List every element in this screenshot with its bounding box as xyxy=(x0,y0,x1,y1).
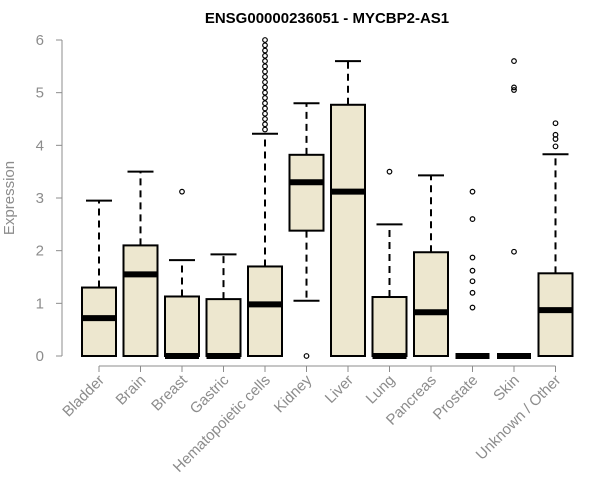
box-body xyxy=(122,244,159,357)
y-tick-label: 5 xyxy=(36,85,44,102)
box-body xyxy=(537,272,574,357)
box-body xyxy=(205,298,242,357)
outlier-point xyxy=(262,63,268,70)
box-series xyxy=(81,37,574,359)
box-group xyxy=(205,253,242,359)
box-group xyxy=(122,170,159,357)
box-body xyxy=(330,103,366,357)
box-body xyxy=(288,153,325,232)
box-body xyxy=(164,295,200,357)
outlier-point xyxy=(552,143,559,150)
outlier-point xyxy=(262,89,268,96)
x-tick-label: Kidney xyxy=(271,371,316,416)
chart-title: ENSG00000236051 - MYCBP2-AS1 xyxy=(205,10,449,27)
box-group xyxy=(371,168,408,359)
outlier-point xyxy=(386,168,393,175)
outlier-point xyxy=(262,58,268,64)
box-group xyxy=(413,174,449,358)
outlier-point xyxy=(552,131,559,138)
outlier-point xyxy=(303,353,310,359)
outlier-point xyxy=(262,42,268,49)
outlier-point xyxy=(262,95,268,101)
outlier-point xyxy=(262,105,268,112)
box-group xyxy=(247,37,283,358)
outlier-point xyxy=(552,120,559,127)
outlier-point xyxy=(262,100,268,107)
outlier-point xyxy=(262,52,268,59)
outlier-point xyxy=(262,84,268,91)
box-group xyxy=(164,188,200,359)
outlier-point xyxy=(511,58,517,64)
box-body xyxy=(413,251,449,358)
x-tick-label: Liver xyxy=(322,372,357,407)
x-tick-label: Breast xyxy=(148,371,191,414)
outlier-point xyxy=(469,304,476,311)
box-group xyxy=(537,120,574,357)
outlier-point xyxy=(511,248,517,255)
x-tick-label: Prostate xyxy=(430,372,482,424)
x-tick-label: Brain xyxy=(113,372,150,409)
outlier-point xyxy=(262,116,268,122)
outlier-point xyxy=(262,121,268,128)
outlier-point xyxy=(469,188,476,195)
box-group xyxy=(497,58,531,359)
y-tick-label: 2 xyxy=(36,243,44,260)
outlier-point xyxy=(511,84,517,91)
box-group xyxy=(81,199,117,357)
box-body xyxy=(247,265,283,358)
outlier-point xyxy=(262,47,268,54)
x-tick-label: Lung xyxy=(363,372,399,408)
outlier-point xyxy=(262,126,268,133)
outlier-point xyxy=(262,37,268,43)
box-group xyxy=(455,188,490,359)
box-group xyxy=(330,60,366,357)
y-tick-label: 6 xyxy=(36,32,44,49)
outlier-point xyxy=(469,254,476,261)
x-tick-label: Skin xyxy=(490,372,523,405)
outlier-point xyxy=(179,188,185,195)
outlier-point xyxy=(469,267,476,274)
outlier-point xyxy=(511,87,517,93)
outlier-point xyxy=(262,68,268,75)
y-tick-label: 4 xyxy=(36,137,44,154)
y-tick-label: 1 xyxy=(36,295,44,312)
outlier-point xyxy=(262,110,268,117)
box-body xyxy=(371,296,408,358)
box-group xyxy=(288,102,325,359)
outlier-point xyxy=(469,278,476,285)
outlier-point xyxy=(469,289,476,296)
outlier-point xyxy=(262,73,268,80)
x-tick-label: Bladder xyxy=(59,372,108,421)
box-body xyxy=(81,286,117,357)
y-tick-label: 0 xyxy=(36,348,44,365)
y-axis-label: Expression xyxy=(1,161,18,235)
y-tick-label: 3 xyxy=(36,190,44,207)
outlier-point xyxy=(469,216,476,222)
y-axis: 0 1 2 3 4 5 6 xyxy=(36,32,63,365)
outlier-point xyxy=(262,79,268,86)
